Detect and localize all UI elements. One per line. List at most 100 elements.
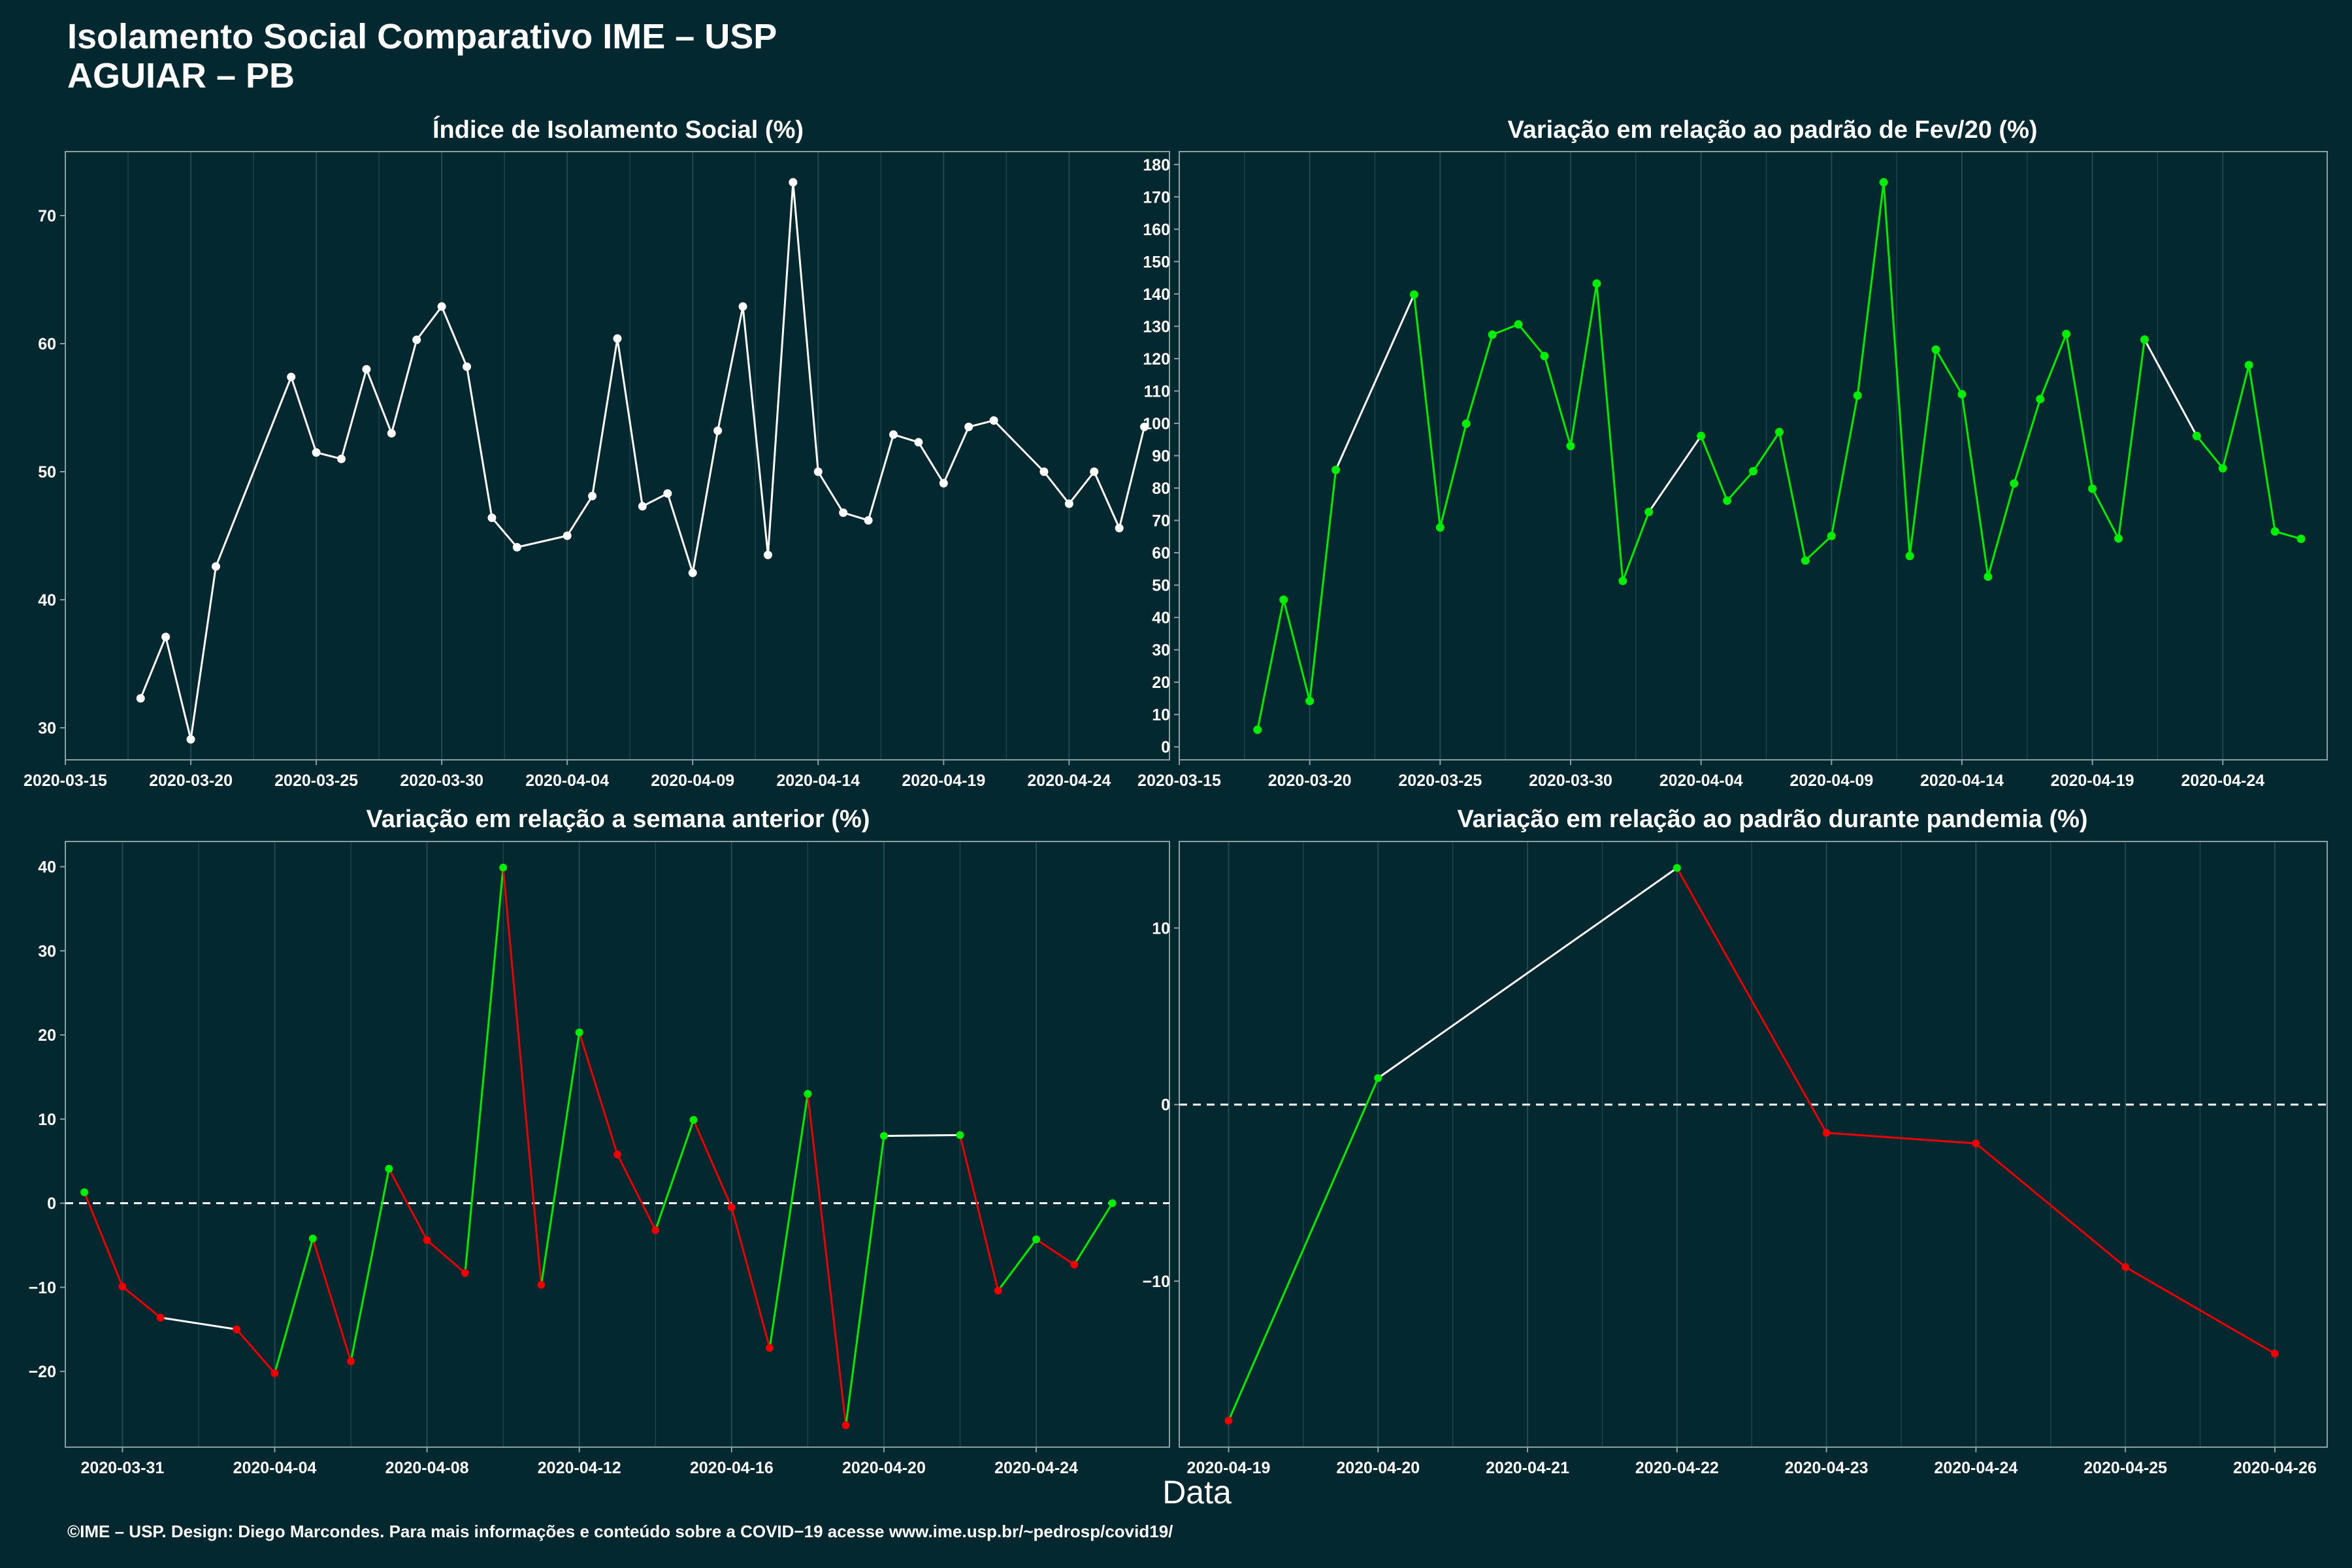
panel2-ytick-label: 70 [1152, 512, 1170, 531]
panel2-data-point [1801, 556, 1810, 565]
panel2-xtick-label: 2020-04-19 [2051, 772, 2134, 790]
panel3-title: Variação em relação a semana anterior (%… [366, 806, 870, 833]
panel3-series-segment [578, 1032, 619, 1155]
panel3-data-point [270, 1369, 279, 1377]
panel1-data-point [964, 422, 973, 431]
panel3-data-point [347, 1357, 355, 1365]
panel2-series-segment [1465, 334, 1494, 424]
panel2-series-segment [1805, 535, 1833, 562]
panel2-series-segment [1543, 355, 1572, 447]
panel2-series-segment [1752, 431, 1780, 472]
panel1-data-point [839, 508, 848, 517]
panel2-data-point [2218, 464, 2227, 473]
panel3-data-point [1108, 1199, 1117, 1207]
panel1-data-point [914, 438, 923, 447]
panel4-xtick-label: 2020-04-20 [1336, 1459, 1420, 1477]
panel1-data-point [638, 502, 647, 511]
panel3-series-segment [236, 1328, 276, 1374]
panel1-data-point [387, 429, 396, 438]
panel1-series-segment [491, 517, 518, 548]
panel2-series-segment [1882, 182, 1911, 557]
panel1-data-point [763, 550, 772, 559]
panel3-data-point [613, 1150, 621, 1158]
panel2-data-point [1774, 427, 1784, 436]
panel1-xtick-label: 2020-03-30 [400, 772, 483, 790]
panel1-data-point [1140, 422, 1149, 431]
panel1-series-segment [566, 495, 593, 536]
panel1-series-segment [215, 376, 293, 567]
panel2-data-point [1253, 725, 1262, 734]
panel1-series-segment [390, 339, 418, 434]
panel1-data-point [186, 735, 195, 744]
panel2-series-segment [2065, 334, 2094, 489]
panel2-ytick-label: 150 [1143, 253, 1170, 271]
panel2-ytick-label: 130 [1143, 318, 1170, 336]
panel2-series-segment [1622, 512, 1650, 581]
panel3-data-point [233, 1325, 241, 1333]
panel1-data-point [588, 491, 597, 500]
panel1-series-segment [893, 433, 919, 444]
panel1-data-point [889, 430, 898, 439]
panel3-series-segment [693, 1119, 733, 1208]
panel3-series-segment [502, 867, 542, 1285]
panel2-data-point [1879, 178, 1888, 187]
panel4-data-point [1972, 1139, 1980, 1148]
panel2-series-segment [2091, 488, 2119, 539]
panel4-xtick-label: 2020-04-26 [2233, 1459, 2317, 1477]
panel2-xtick-label: 2020-03-20 [1268, 772, 1352, 790]
panel2-data-point [1618, 576, 1627, 585]
panel3-xtick-label: 2020-04-04 [233, 1459, 317, 1477]
panel4-xtick-label: 2020-04-24 [1934, 1459, 2017, 1477]
panel2-series-segment [1908, 349, 1937, 557]
panel1-series-segment [189, 566, 217, 740]
panel3-ytick-label: 40 [38, 858, 56, 877]
panel2-ytick-label: 40 [1152, 609, 1170, 627]
panel2-xtick-label: 2020-03-15 [1137, 772, 1221, 790]
panel1-series-segment [466, 367, 493, 518]
panel3-data-point [1032, 1235, 1041, 1243]
panel4-data-point [1673, 864, 1681, 872]
panel2-ytick-label: 100 [1143, 415, 1170, 433]
panel2-xtick-label: 2020-04-04 [1659, 772, 1743, 790]
panel2-series-segment [1569, 283, 1598, 446]
panel1-series-segment [968, 419, 994, 428]
panel2-series-segment [1935, 349, 1963, 395]
panel1-series-segment [616, 338, 644, 507]
panel2-ytick-label: 90 [1152, 448, 1170, 466]
panel1-series-segment [440, 306, 468, 367]
panel2-data-point [1931, 345, 1940, 354]
panel4-data-point [2121, 1263, 2130, 1271]
panel2-data-point [1279, 595, 1288, 604]
panel2-data-point [1957, 389, 1967, 399]
panel3-data-point [118, 1282, 127, 1291]
panel4-ytick-label: −10 [1143, 1273, 1170, 1291]
panel1-title: Índice de Isolamento Social (%) [432, 116, 804, 144]
panel2-series-segment [1256, 599, 1285, 730]
panel2-ytick-label: 110 [1144, 382, 1170, 400]
panel1-series-segment [817, 471, 844, 514]
panel1-xtick-label: 2020-04-14 [776, 772, 860, 790]
panel3-data-point [461, 1269, 469, 1277]
panel1-series-segment [139, 636, 167, 699]
panel2-series-segment [2039, 333, 2068, 400]
panel4-border [1179, 841, 2328, 1448]
panel3-data-point [956, 1131, 964, 1139]
panel1-data-point [738, 302, 747, 311]
panel3-xtick-label: 2020-04-24 [994, 1459, 1078, 1477]
panel2-series-segment [1987, 483, 2016, 578]
panel3-data-point [766, 1344, 774, 1352]
panel3-ytick-label: 30 [38, 942, 56, 960]
title-block: Isolamento Social Comparativo IME – USP … [67, 17, 777, 95]
panel2-data-point [1409, 290, 1418, 299]
panel4-data-point [2270, 1349, 2279, 1358]
panel3-data-point [308, 1234, 317, 1243]
panel2-data-point [2270, 527, 2279, 536]
panel2-series-segment [2247, 365, 2276, 532]
panel2-series-segment [2221, 365, 2250, 469]
panel1-series-segment [666, 493, 694, 574]
panel1-series-segment [165, 636, 192, 740]
panel2-ytick-label: 20 [1152, 674, 1170, 692]
panel4-xtick-label: 2020-04-23 [1785, 1459, 1869, 1477]
panel1-series-segment [1118, 427, 1146, 529]
panel1-xtick-label: 2020-03-15 [24, 772, 107, 790]
